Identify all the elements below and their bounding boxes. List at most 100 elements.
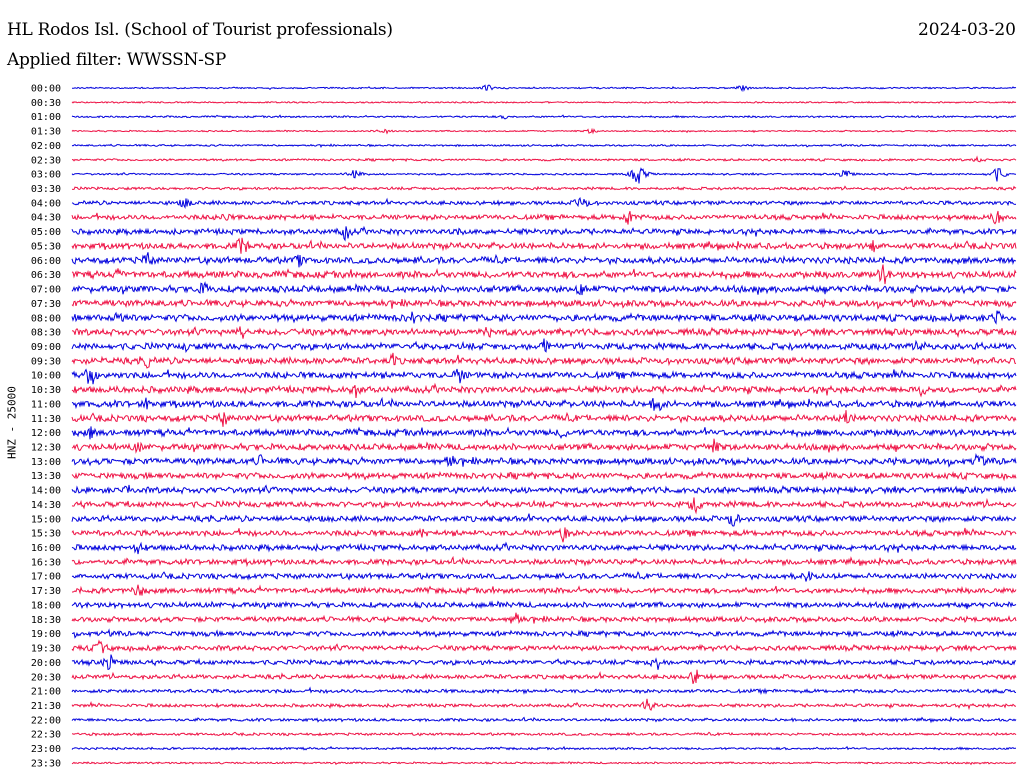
trace-time-label: 07:00 <box>31 285 61 296</box>
seismic-trace-line <box>71 252 1017 268</box>
trace-time-label: 21:30 <box>31 701 61 712</box>
trace-time-label: 12:00 <box>31 428 61 439</box>
trace-time-label: 17:00 <box>31 572 61 583</box>
trace-time-label: 18:00 <box>31 600 61 611</box>
trace-time-label: 08:30 <box>31 328 61 339</box>
seismic-trace-line <box>71 237 1017 254</box>
trace-time-label: 11:00 <box>31 399 61 410</box>
seismic-trace-line <box>71 368 1017 385</box>
seismic-trace-line <box>71 669 1017 684</box>
seismic-trace-line <box>71 84 1017 92</box>
seismic-trace-line <box>71 352 1017 369</box>
seismic-trace-line <box>71 264 1017 285</box>
trace-time-label: 13:00 <box>31 457 61 468</box>
trace-time-label: 03:00 <box>31 170 61 181</box>
seismic-trace-line <box>71 612 1017 625</box>
trace-time-label: 23:30 <box>31 758 61 769</box>
seismic-trace-line <box>71 114 1017 120</box>
trace-time-label: 01:00 <box>31 112 61 123</box>
seismic-trace-line <box>71 541 1017 555</box>
seismic-trace-line <box>72 628 1017 639</box>
trace-time-label: 16:30 <box>31 557 61 568</box>
trace-time-label: 06:30 <box>31 270 61 281</box>
filter-label: Applied filter: WWSSN-SP <box>7 50 227 70</box>
trace-time-label: 18:30 <box>31 615 61 626</box>
seismic-trace-line <box>71 600 1017 610</box>
seismic-trace-line <box>71 761 1017 766</box>
trace-time-label: 09:00 <box>31 342 61 353</box>
trace-time-label: 19:00 <box>31 629 61 640</box>
trace-time-label: 05:00 <box>31 227 61 238</box>
seismic-trace-line <box>71 426 1017 440</box>
trace-time-label: 12:30 <box>31 443 61 454</box>
seismic-trace-line <box>71 281 1017 296</box>
trace-time-label: 21:00 <box>31 687 61 698</box>
seismic-trace-line <box>71 453 1017 468</box>
trace-time-label: 04:30 <box>31 213 61 224</box>
trace-time-label: 13:30 <box>31 471 61 482</box>
trace-time-label: 01:30 <box>31 127 61 138</box>
trace-time-label: 05:30 <box>31 241 61 252</box>
seismic-trace-line <box>71 382 1017 399</box>
trace-time-label: 06:00 <box>31 256 61 267</box>
seismic-trace-line <box>71 310 1017 325</box>
seismic-trace-line <box>71 484 1017 496</box>
seismic-trace-line <box>71 338 1017 353</box>
trace-time-label: 20:30 <box>31 672 61 683</box>
trace-time-label: 10:00 <box>31 371 61 382</box>
station-title: HL Rodos Isl. (School of Tourist profess… <box>7 20 393 40</box>
seismic-trace-line <box>71 654 1017 670</box>
seismic-trace-line <box>71 167 1016 184</box>
trace-time-label: 09:30 <box>31 356 61 367</box>
seismic-trace-line <box>71 470 1017 482</box>
seismic-trace-line <box>71 197 1017 209</box>
trace-time-label: 14:00 <box>31 486 61 497</box>
seismic-trace-line <box>71 555 1017 568</box>
seismic-trace-line <box>71 155 1017 163</box>
seismic-trace-line <box>71 210 1017 225</box>
trace-time-label: 10:30 <box>31 385 61 396</box>
trace-time-label: 17:30 <box>31 586 61 597</box>
seismic-trace-line <box>71 716 1017 724</box>
trace-time-label: 02:00 <box>31 141 61 152</box>
seismic-trace-line <box>71 100 1017 104</box>
seismic-trace-line <box>71 745 1016 751</box>
record-date: 2024-03-20 <box>917 20 1016 40</box>
trace-time-label: 02:30 <box>31 155 61 166</box>
seismic-trace-line <box>71 326 1017 339</box>
trace-time-label: 19:30 <box>31 644 61 655</box>
trace-time-label: 22:30 <box>31 730 61 741</box>
seismic-trace-line <box>71 127 1017 135</box>
trace-time-label: 15:30 <box>31 529 61 540</box>
trace-time-label: 23:00 <box>31 744 61 755</box>
seismic-trace-line <box>71 570 1017 582</box>
trace-time-label: 11:30 <box>31 414 61 425</box>
seismic-trace-line <box>71 438 1017 454</box>
seismic-trace-line <box>71 639 1017 654</box>
trace-time-label: 04:00 <box>31 198 61 209</box>
trace-time-label: 16:00 <box>31 543 61 554</box>
seismic-trace-line <box>71 731 1017 737</box>
trace-time-label: 07:30 <box>31 299 61 310</box>
seismic-trace-line <box>71 225 1017 242</box>
trace-time-label: 00:00 <box>31 84 61 95</box>
seismic-trace-line <box>72 584 1017 596</box>
trace-time-label: 08:00 <box>31 313 61 324</box>
trace-time-label: 00:30 <box>31 98 61 109</box>
trace-time-label: 22:00 <box>31 715 61 726</box>
seismic-trace-line <box>71 396 1017 412</box>
trace-time-label: 20:00 <box>31 658 61 669</box>
seismic-trace-line <box>71 185 1017 192</box>
seismic-trace-line <box>71 298 1017 310</box>
seismic-trace-line <box>71 686 1017 696</box>
trace-time-label: 14:30 <box>31 500 61 511</box>
seismic-trace-line <box>71 698 1017 712</box>
seismic-trace-line <box>71 143 1017 149</box>
trace-time-label: 15:00 <box>31 514 61 525</box>
seismic-trace-line <box>71 410 1017 427</box>
seismic-trace-line <box>71 497 1017 515</box>
seismic-trace-line <box>71 527 1017 543</box>
seismic-trace-line <box>71 513 1017 527</box>
trace-time-label: 03:30 <box>31 184 61 195</box>
